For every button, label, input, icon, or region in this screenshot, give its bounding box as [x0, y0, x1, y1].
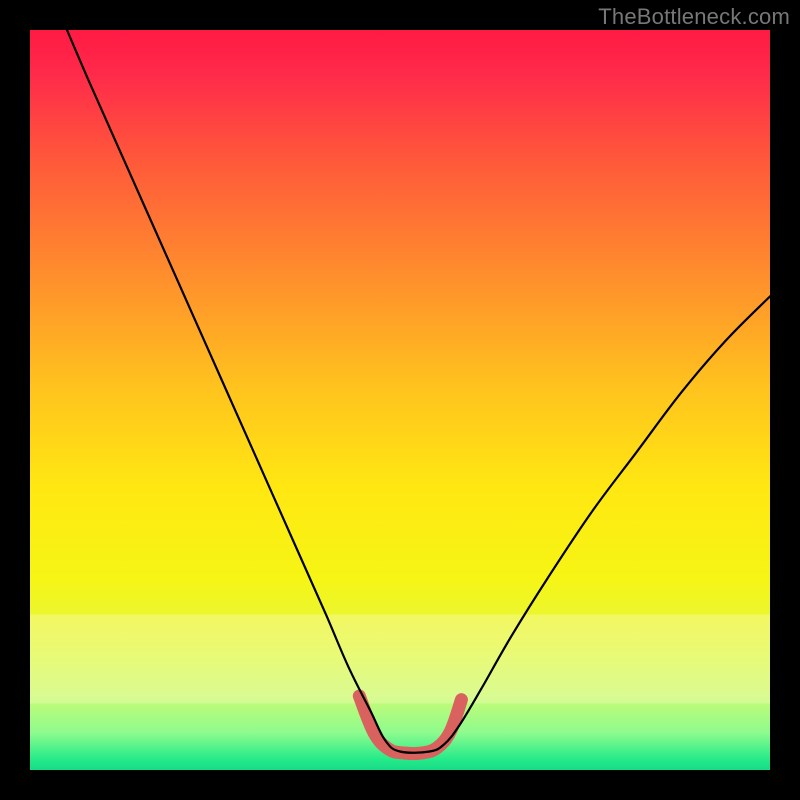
bottleneck-chart — [0, 0, 800, 800]
chart-pale-band — [30, 615, 770, 704]
chart-container: TheBottleneck.com — [0, 0, 800, 800]
